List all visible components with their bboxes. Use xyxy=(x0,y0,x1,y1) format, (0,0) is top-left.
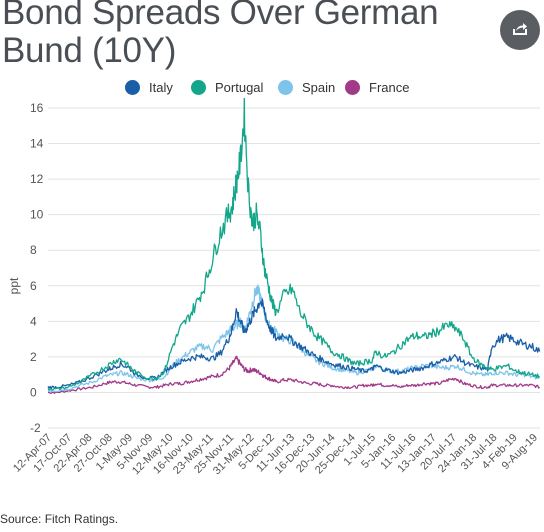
y-tick-label: 6 xyxy=(30,279,37,293)
y-tick-label: 14 xyxy=(30,137,44,151)
share-button[interactable] xyxy=(500,10,540,50)
legend-swatch-france xyxy=(345,80,360,95)
legend-swatch-portugal xyxy=(191,80,206,95)
y-tick-label: 4 xyxy=(30,314,37,328)
legend-swatch-italy xyxy=(125,80,140,95)
y-tick-label: 10 xyxy=(30,208,44,222)
y-axis-label: ppt xyxy=(7,277,21,294)
page-title: Bond Spreads Over German Bund (10Y) xyxy=(2,0,439,70)
legend-label-portugal: Portugal xyxy=(215,80,264,95)
chart-legend: Italy Portugal Spain France xyxy=(0,78,544,100)
legend-label-france: France xyxy=(369,80,410,95)
share-icon xyxy=(513,23,527,35)
line-chart: -20246810121416ppt12-Apr-0717-Oct-0722-A… xyxy=(7,98,541,477)
y-tick-label: 8 xyxy=(30,243,37,257)
legend-swatch-spain xyxy=(278,80,293,95)
y-tick-label: -2 xyxy=(30,421,41,435)
legend-label-spain: Spain xyxy=(302,80,336,95)
source-note: Source: Fitch Ratings. xyxy=(0,512,119,526)
series-line-portugal xyxy=(47,98,541,391)
y-tick-label: 16 xyxy=(30,101,44,115)
series-line-france xyxy=(47,355,541,394)
y-tick-label: 2 xyxy=(30,350,37,364)
y-tick-label: 0 xyxy=(30,385,37,399)
y-tick-label: 12 xyxy=(30,172,44,186)
legend-label-italy: Italy xyxy=(149,80,173,95)
series-line-spain xyxy=(47,284,540,393)
